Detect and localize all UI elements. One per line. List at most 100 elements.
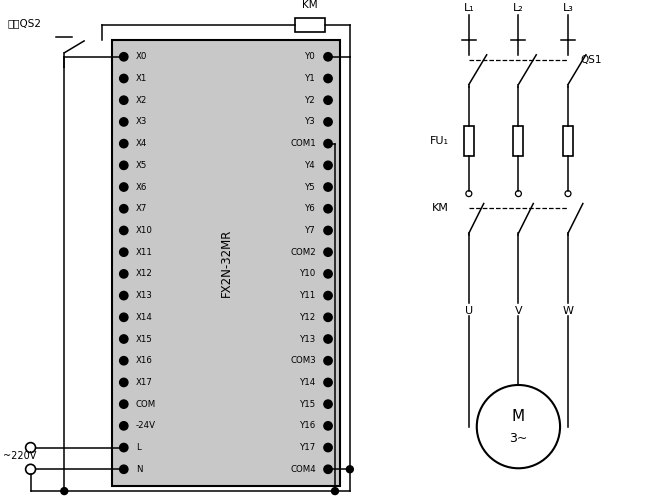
- Text: COM: COM: [136, 400, 156, 409]
- Circle shape: [120, 53, 128, 61]
- Bar: [112, 40, 340, 486]
- Circle shape: [324, 422, 332, 430]
- Text: X16: X16: [136, 356, 152, 365]
- Text: X12: X12: [136, 270, 152, 279]
- Circle shape: [120, 270, 128, 278]
- Text: FX2N-32MR: FX2N-32MR: [219, 229, 232, 297]
- Circle shape: [120, 422, 128, 430]
- Text: X3: X3: [136, 117, 147, 126]
- Text: X15: X15: [136, 335, 152, 344]
- Circle shape: [324, 248, 332, 257]
- Circle shape: [120, 357, 128, 365]
- Circle shape: [324, 118, 332, 126]
- Text: U: U: [465, 306, 473, 316]
- Text: V: V: [515, 306, 522, 316]
- Text: X1: X1: [136, 74, 147, 83]
- Text: X11: X11: [136, 247, 152, 257]
- Circle shape: [324, 400, 332, 408]
- Circle shape: [324, 292, 332, 300]
- Circle shape: [120, 118, 128, 126]
- Circle shape: [324, 161, 332, 169]
- Circle shape: [120, 183, 128, 191]
- Circle shape: [120, 226, 128, 234]
- Circle shape: [324, 183, 332, 191]
- Text: X10: X10: [136, 226, 152, 235]
- Text: QS1: QS1: [580, 55, 601, 65]
- Text: X4: X4: [136, 139, 147, 148]
- Text: Y6: Y6: [305, 204, 316, 213]
- Text: Y3: Y3: [305, 117, 316, 126]
- Circle shape: [120, 335, 128, 343]
- Text: L₃: L₃: [563, 3, 573, 13]
- Text: COM3: COM3: [291, 356, 316, 365]
- Circle shape: [477, 385, 560, 468]
- Circle shape: [120, 313, 128, 322]
- Text: -24V: -24V: [136, 421, 156, 430]
- Text: L: L: [136, 443, 140, 452]
- Circle shape: [324, 313, 332, 322]
- Circle shape: [120, 400, 128, 408]
- Text: X0: X0: [136, 52, 147, 61]
- Circle shape: [324, 96, 332, 104]
- Circle shape: [324, 270, 332, 278]
- Circle shape: [120, 161, 128, 169]
- Circle shape: [120, 139, 128, 148]
- Circle shape: [61, 487, 68, 494]
- Circle shape: [120, 248, 128, 257]
- Text: Y17: Y17: [300, 443, 316, 452]
- Circle shape: [324, 335, 332, 343]
- Text: X17: X17: [136, 378, 152, 387]
- Text: Y0: Y0: [305, 52, 316, 61]
- Text: Y2: Y2: [305, 96, 316, 105]
- Circle shape: [120, 96, 128, 104]
- Text: KM: KM: [303, 0, 318, 10]
- Text: ~220V: ~220V: [3, 451, 36, 461]
- Text: L₁: L₁: [464, 3, 474, 13]
- Text: L₂: L₂: [513, 3, 524, 13]
- Text: M: M: [512, 409, 525, 424]
- Circle shape: [324, 378, 332, 387]
- Circle shape: [324, 204, 332, 213]
- Text: Y14: Y14: [300, 378, 316, 387]
- Text: N: N: [136, 465, 142, 474]
- Text: X2: X2: [136, 96, 147, 105]
- Text: COM4: COM4: [291, 465, 316, 474]
- Circle shape: [324, 53, 332, 61]
- Text: X7: X7: [136, 204, 147, 213]
- Circle shape: [324, 357, 332, 365]
- Text: W: W: [563, 306, 573, 316]
- Text: KM: KM: [432, 203, 449, 213]
- Text: X14: X14: [136, 313, 152, 322]
- Circle shape: [120, 74, 128, 83]
- Text: Y15: Y15: [300, 400, 316, 409]
- Circle shape: [120, 204, 128, 213]
- Circle shape: [324, 443, 332, 452]
- Circle shape: [120, 292, 128, 300]
- Text: Y11: Y11: [300, 291, 316, 300]
- Text: Y7: Y7: [305, 226, 316, 235]
- Text: Y13: Y13: [300, 335, 316, 344]
- Text: FU₁: FU₁: [430, 136, 449, 146]
- Text: COM1: COM1: [291, 139, 316, 148]
- Bar: [513, 126, 523, 156]
- Text: 3~: 3~: [509, 432, 527, 445]
- Text: Y10: Y10: [300, 270, 316, 279]
- Text: X13: X13: [136, 291, 152, 300]
- Text: X6: X6: [136, 182, 147, 191]
- Circle shape: [120, 378, 128, 387]
- Text: Y16: Y16: [300, 421, 316, 430]
- Circle shape: [120, 465, 128, 473]
- Text: Y4: Y4: [305, 161, 316, 170]
- Circle shape: [120, 443, 128, 452]
- Circle shape: [324, 74, 332, 83]
- Bar: [464, 126, 473, 156]
- Text: 开关QS2: 开关QS2: [8, 18, 42, 28]
- Circle shape: [324, 226, 332, 234]
- Text: Y1: Y1: [305, 74, 316, 83]
- Text: Y5: Y5: [305, 182, 316, 191]
- Circle shape: [324, 465, 332, 473]
- Circle shape: [346, 466, 353, 473]
- Bar: [563, 126, 573, 156]
- Text: Y12: Y12: [300, 313, 316, 322]
- Text: X5: X5: [136, 161, 147, 170]
